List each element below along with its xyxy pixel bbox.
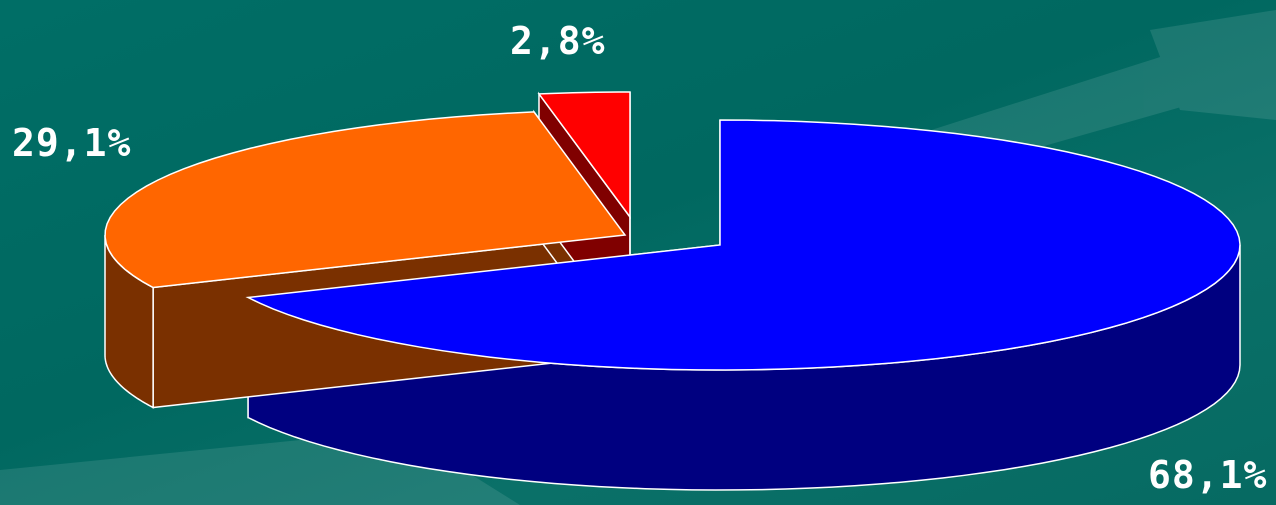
slice-top-blue [245,119,1241,371]
slice-label-29: 29,1% [12,121,132,165]
slice-label-68: 68,1% [1148,453,1268,497]
slice-top-red [537,91,631,220]
pie-tops [104,91,1241,371]
background-decoration [0,10,1276,505]
slice-label-2: 2,8% [510,19,606,63]
slice-top-orange [104,111,627,289]
